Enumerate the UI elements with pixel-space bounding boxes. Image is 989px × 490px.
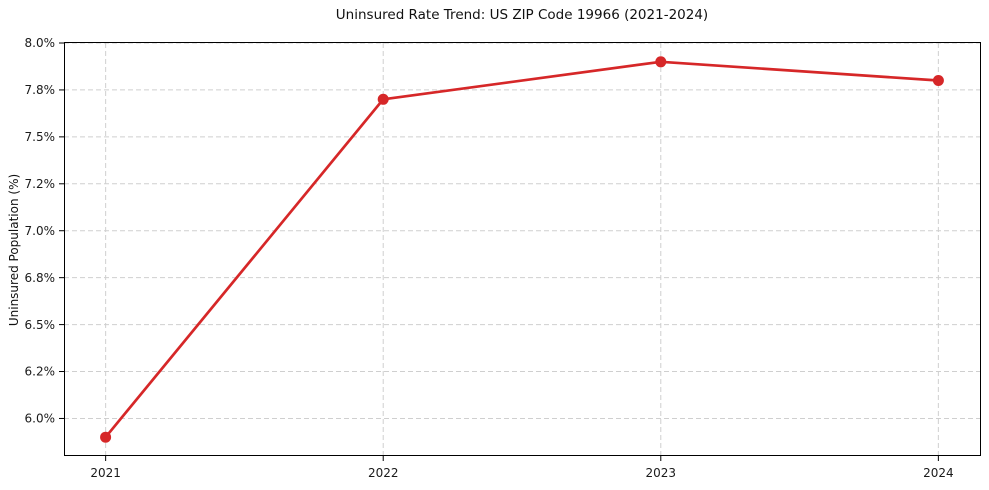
y-tick-label: 8.0% xyxy=(25,36,56,50)
chart-title: Uninsured Rate Trend: US ZIP Code 19966 … xyxy=(335,7,709,23)
x-tick-label: 2024 xyxy=(923,466,954,480)
x-tick-label: 2022 xyxy=(368,466,399,480)
y-tick-label: 6.2% xyxy=(25,365,56,379)
x-tick-label: 2021 xyxy=(90,466,121,480)
data-point-marker xyxy=(655,56,667,68)
trend-line xyxy=(104,60,940,439)
y-tick-label: 7.2% xyxy=(25,177,56,191)
data-point-marker xyxy=(377,93,389,105)
plot-border xyxy=(64,42,981,456)
x-tick-label: 2023 xyxy=(646,466,677,480)
y-tick-label: 7.8% xyxy=(25,83,56,97)
y-tick-label: 7.5% xyxy=(25,130,56,144)
data-point-marker xyxy=(932,75,944,86)
y-tick-label: 6.8% xyxy=(25,271,56,285)
y-tick-label: 6.0% xyxy=(25,412,56,426)
y-tick-label: 7.0% xyxy=(25,224,56,238)
y-tick-label: 6.5% xyxy=(25,318,56,332)
data-point-marker xyxy=(100,431,112,443)
